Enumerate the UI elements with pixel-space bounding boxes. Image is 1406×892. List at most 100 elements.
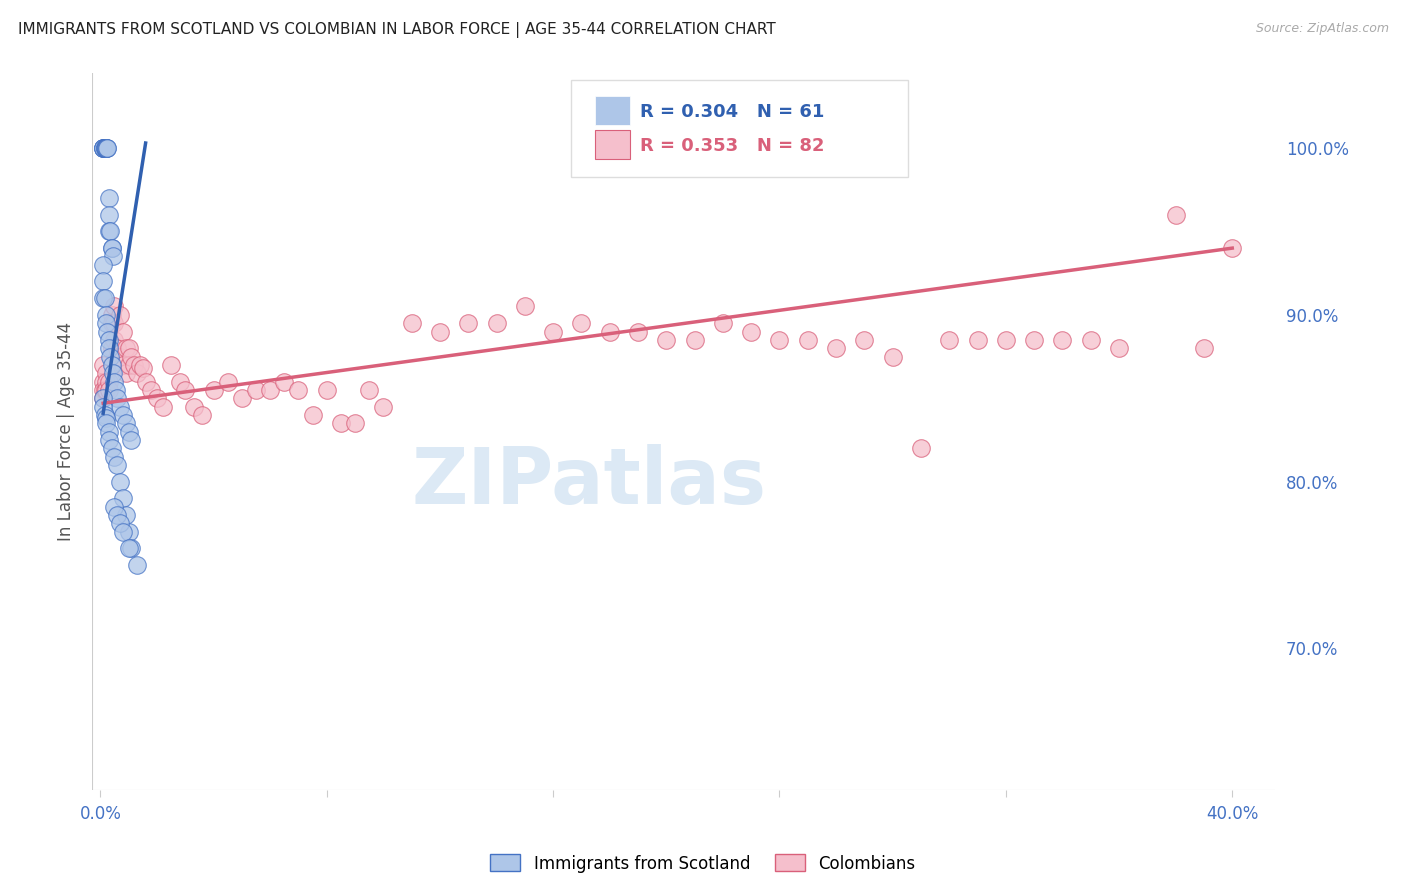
Point: [655, 333, 678, 347]
Bar: [595, 96, 630, 125]
Point: [994, 333, 1017, 347]
Point: [114, 366, 136, 380]
Point: [105, 350, 128, 364]
FancyBboxPatch shape: [571, 80, 908, 177]
Point: [111, 325, 134, 339]
Point: [599, 325, 621, 339]
Point: [94, 141, 117, 155]
Point: [97, 208, 120, 222]
Point: [94, 383, 117, 397]
Point: [202, 383, 225, 397]
Point: [114, 508, 136, 522]
Point: [121, 541, 143, 556]
Point: [100, 341, 122, 355]
Point: [103, 375, 125, 389]
Point: [100, 241, 122, 255]
Point: [111, 408, 134, 422]
Point: [359, 383, 381, 397]
Point: [105, 341, 128, 355]
Point: [103, 450, 125, 464]
Point: [571, 316, 593, 330]
Point: [1080, 333, 1102, 347]
Point: [98, 224, 121, 238]
Point: [373, 400, 395, 414]
Point: [485, 316, 508, 330]
Point: [183, 400, 205, 414]
Point: [117, 425, 139, 439]
Point: [740, 325, 762, 339]
Point: [96, 141, 118, 155]
Point: [97, 341, 120, 355]
Point: [91, 141, 114, 155]
Point: [1052, 333, 1074, 347]
Point: [97, 191, 120, 205]
Point: [91, 141, 114, 155]
Point: [121, 433, 143, 447]
Point: [91, 400, 114, 414]
Point: [94, 316, 117, 330]
Point: [98, 350, 121, 364]
Point: [104, 383, 127, 397]
Point: [127, 558, 149, 572]
Point: [541, 325, 564, 339]
Point: [966, 333, 988, 347]
Point: [91, 291, 114, 305]
Point: [94, 141, 117, 155]
Point: [91, 358, 114, 372]
Point: [217, 375, 239, 389]
Point: [117, 341, 139, 355]
Point: [97, 433, 120, 447]
Point: [1164, 208, 1187, 222]
Point: [457, 316, 479, 330]
Point: [100, 241, 122, 255]
Point: [93, 291, 115, 305]
Point: [94, 141, 117, 155]
Point: [108, 516, 131, 531]
Point: [91, 258, 114, 272]
Point: [910, 442, 932, 456]
Point: [97, 383, 120, 397]
Point: [94, 411, 117, 425]
Point: [315, 383, 337, 397]
Point: [141, 383, 163, 397]
Point: [121, 350, 143, 364]
Point: [1024, 333, 1046, 347]
Point: [101, 250, 124, 264]
Point: [105, 508, 128, 522]
Point: [825, 341, 848, 355]
Point: [97, 224, 120, 238]
Point: [231, 391, 253, 405]
Point: [103, 300, 125, 314]
Point: [97, 333, 120, 347]
Point: [94, 416, 117, 430]
Point: [245, 383, 267, 397]
Point: [96, 325, 118, 339]
Text: IMMIGRANTS FROM SCOTLAND VS COLOMBIAN IN LABOR FORCE | AGE 35-44 CORRELATION CHA: IMMIGRANTS FROM SCOTLAND VS COLOMBIAN IN…: [18, 22, 776, 38]
Point: [91, 375, 114, 389]
Point: [160, 358, 183, 372]
Point: [124, 358, 146, 372]
Point: [344, 416, 367, 430]
Point: [174, 383, 197, 397]
Point: [152, 400, 174, 414]
Point: [91, 141, 114, 155]
Point: [429, 325, 451, 339]
Y-axis label: In Labor Force | Age 35-44: In Labor Force | Age 35-44: [58, 322, 75, 541]
Point: [853, 333, 876, 347]
Point: [301, 408, 323, 422]
Point: [101, 366, 124, 380]
Point: [117, 358, 139, 372]
Point: [93, 141, 115, 155]
Point: [103, 316, 125, 330]
Point: [93, 408, 115, 422]
Point: [146, 391, 169, 405]
Point: [108, 475, 131, 489]
Legend: Immigrants from Scotland, Colombians: Immigrants from Scotland, Colombians: [484, 847, 922, 880]
Point: [93, 141, 115, 155]
Point: [94, 375, 117, 389]
Point: [111, 358, 134, 372]
Point: [882, 350, 904, 364]
Point: [111, 491, 134, 506]
Point: [627, 325, 650, 339]
Point: [97, 425, 120, 439]
